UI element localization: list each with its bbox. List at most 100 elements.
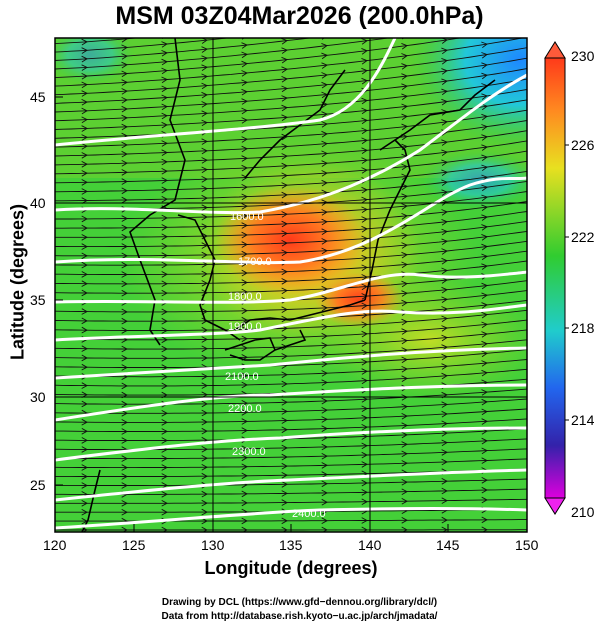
wind-arrowhead	[121, 400, 128, 408]
wind-arrowhead	[161, 167, 168, 175]
wind-arrowhead	[161, 473, 168, 480]
wind-arrowhead	[401, 356, 408, 364]
wind-arrowhead	[281, 211, 288, 218]
wind-arrowhead	[401, 318, 408, 326]
wind-arrowhead	[481, 369, 488, 377]
wind-arrowhead	[481, 72, 488, 80]
wind-arrowhead	[401, 232, 408, 240]
wind-arrowhead	[161, 158, 168, 166]
wind-arrowhead	[361, 196, 368, 204]
wind-arrowhead	[281, 29, 287, 35]
streamline	[55, 230, 527, 257]
wind-arrowhead	[81, 90, 88, 97]
wind-arrowhead	[441, 487, 448, 495]
wind-arrowhead	[201, 508, 208, 516]
wind-arrowhead	[81, 418, 88, 426]
wind-arrowhead	[361, 433, 368, 440]
wind-arrowhead	[441, 353, 448, 361]
wind-arrowhead	[481, 516, 488, 524]
wind-arrowhead	[481, 233, 488, 241]
streamline	[55, 89, 527, 130]
wind-arrowhead	[161, 41, 168, 48]
wind-arrowhead	[201, 354, 208, 362]
wind-arrowhead	[81, 116, 88, 124]
wind-arrowhead	[441, 218, 448, 226]
wind-arrowhead	[161, 186, 168, 194]
wind-arrowhead	[161, 214, 168, 222]
wind-arrowhead	[481, 124, 488, 131]
wind-arrowhead	[321, 199, 328, 206]
wind-arrowhead	[401, 251, 408, 259]
wind-arrowhead	[281, 408, 288, 415]
wind-arrowhead	[321, 406, 328, 414]
wind-arrowhead	[401, 460, 408, 467]
streamline	[55, 299, 527, 322]
wind-arrowhead	[201, 261, 208, 268]
wind-arrowhead	[161, 242, 168, 250]
height-contours	[55, 38, 527, 530]
wind-arrowhead	[441, 98, 448, 106]
wind-arrowhead	[281, 162, 288, 170]
wind-arrowhead	[481, 437, 488, 445]
streamline	[55, 250, 527, 275]
wind-arrowhead	[201, 185, 208, 192]
wind-arrowhead	[241, 203, 248, 210]
wind-arrowhead	[121, 70, 128, 78]
wind-arrowhead	[321, 276, 328, 283]
wind-arrowhead	[361, 254, 368, 262]
wind-arrowhead	[281, 133, 288, 141]
wind-arrowhead	[161, 428, 168, 435]
wind-arrowhead	[81, 125, 88, 132]
wind-arrowhead	[401, 163, 408, 171]
wind-arrowhead	[161, 252, 168, 259]
wind-arrowhead	[281, 490, 288, 497]
wind-arrowhead	[281, 306, 288, 313]
wind-arrowhead	[321, 121, 328, 128]
wind-arrowhead	[321, 295, 328, 302]
wind-arrowhead	[401, 517, 408, 524]
wind-arrowhead	[81, 152, 88, 159]
streamline	[55, 418, 527, 432]
y-tick-label: 30	[30, 389, 46, 405]
wind-arrowhead	[121, 88, 128, 95]
wind-arrowhead	[481, 408, 488, 416]
streamline	[55, 359, 527, 378]
colorbar-label: 226	[571, 137, 595, 153]
wind-arrowhead	[161, 364, 168, 371]
y-tick-label: 40	[30, 195, 46, 211]
wind-arrowhead	[481, 477, 488, 484]
wind-arrowhead	[121, 233, 128, 241]
wind-arrowhead	[401, 193, 408, 200]
streamline	[55, 38, 463, 79]
wind-arrowhead	[161, 233, 168, 241]
wind-arrowhead	[201, 472, 208, 480]
wind-arrowhead	[201, 55, 208, 62]
wind-arrowhead	[401, 13, 407, 19]
streamline	[55, 47, 527, 96]
wind-arrowhead	[161, 355, 168, 362]
wind-arrowhead	[481, 174, 488, 182]
wind-arrowhead	[321, 351, 328, 359]
wind-arrowhead	[121, 123, 128, 131]
wind-arrowhead	[241, 24, 247, 30]
wind-arrowhead	[321, 247, 328, 255]
wind-arrowhead	[481, 398, 488, 406]
wind-arrowhead	[361, 206, 368, 213]
wind-arrowhead	[281, 191, 288, 199]
streamline	[55, 38, 392, 70]
streamline	[55, 140, 527, 175]
wind-arrowhead	[81, 224, 88, 232]
wind-arrowhead	[241, 193, 248, 201]
wind-arrowhead	[241, 463, 248, 471]
wind-arrowhead	[241, 472, 248, 480]
wind-arrowhead	[401, 328, 408, 335]
wind-arrowhead	[361, 461, 368, 468]
wind-arrowhead	[441, 458, 448, 466]
wind-arrowhead	[201, 455, 208, 462]
streamline	[55, 38, 142, 45]
wind-arrowhead	[441, 228, 448, 236]
wind-arrowhead	[401, 412, 408, 420]
contour-label: 1900.0	[228, 321, 262, 333]
wind-arrowhead	[361, 127, 368, 135]
